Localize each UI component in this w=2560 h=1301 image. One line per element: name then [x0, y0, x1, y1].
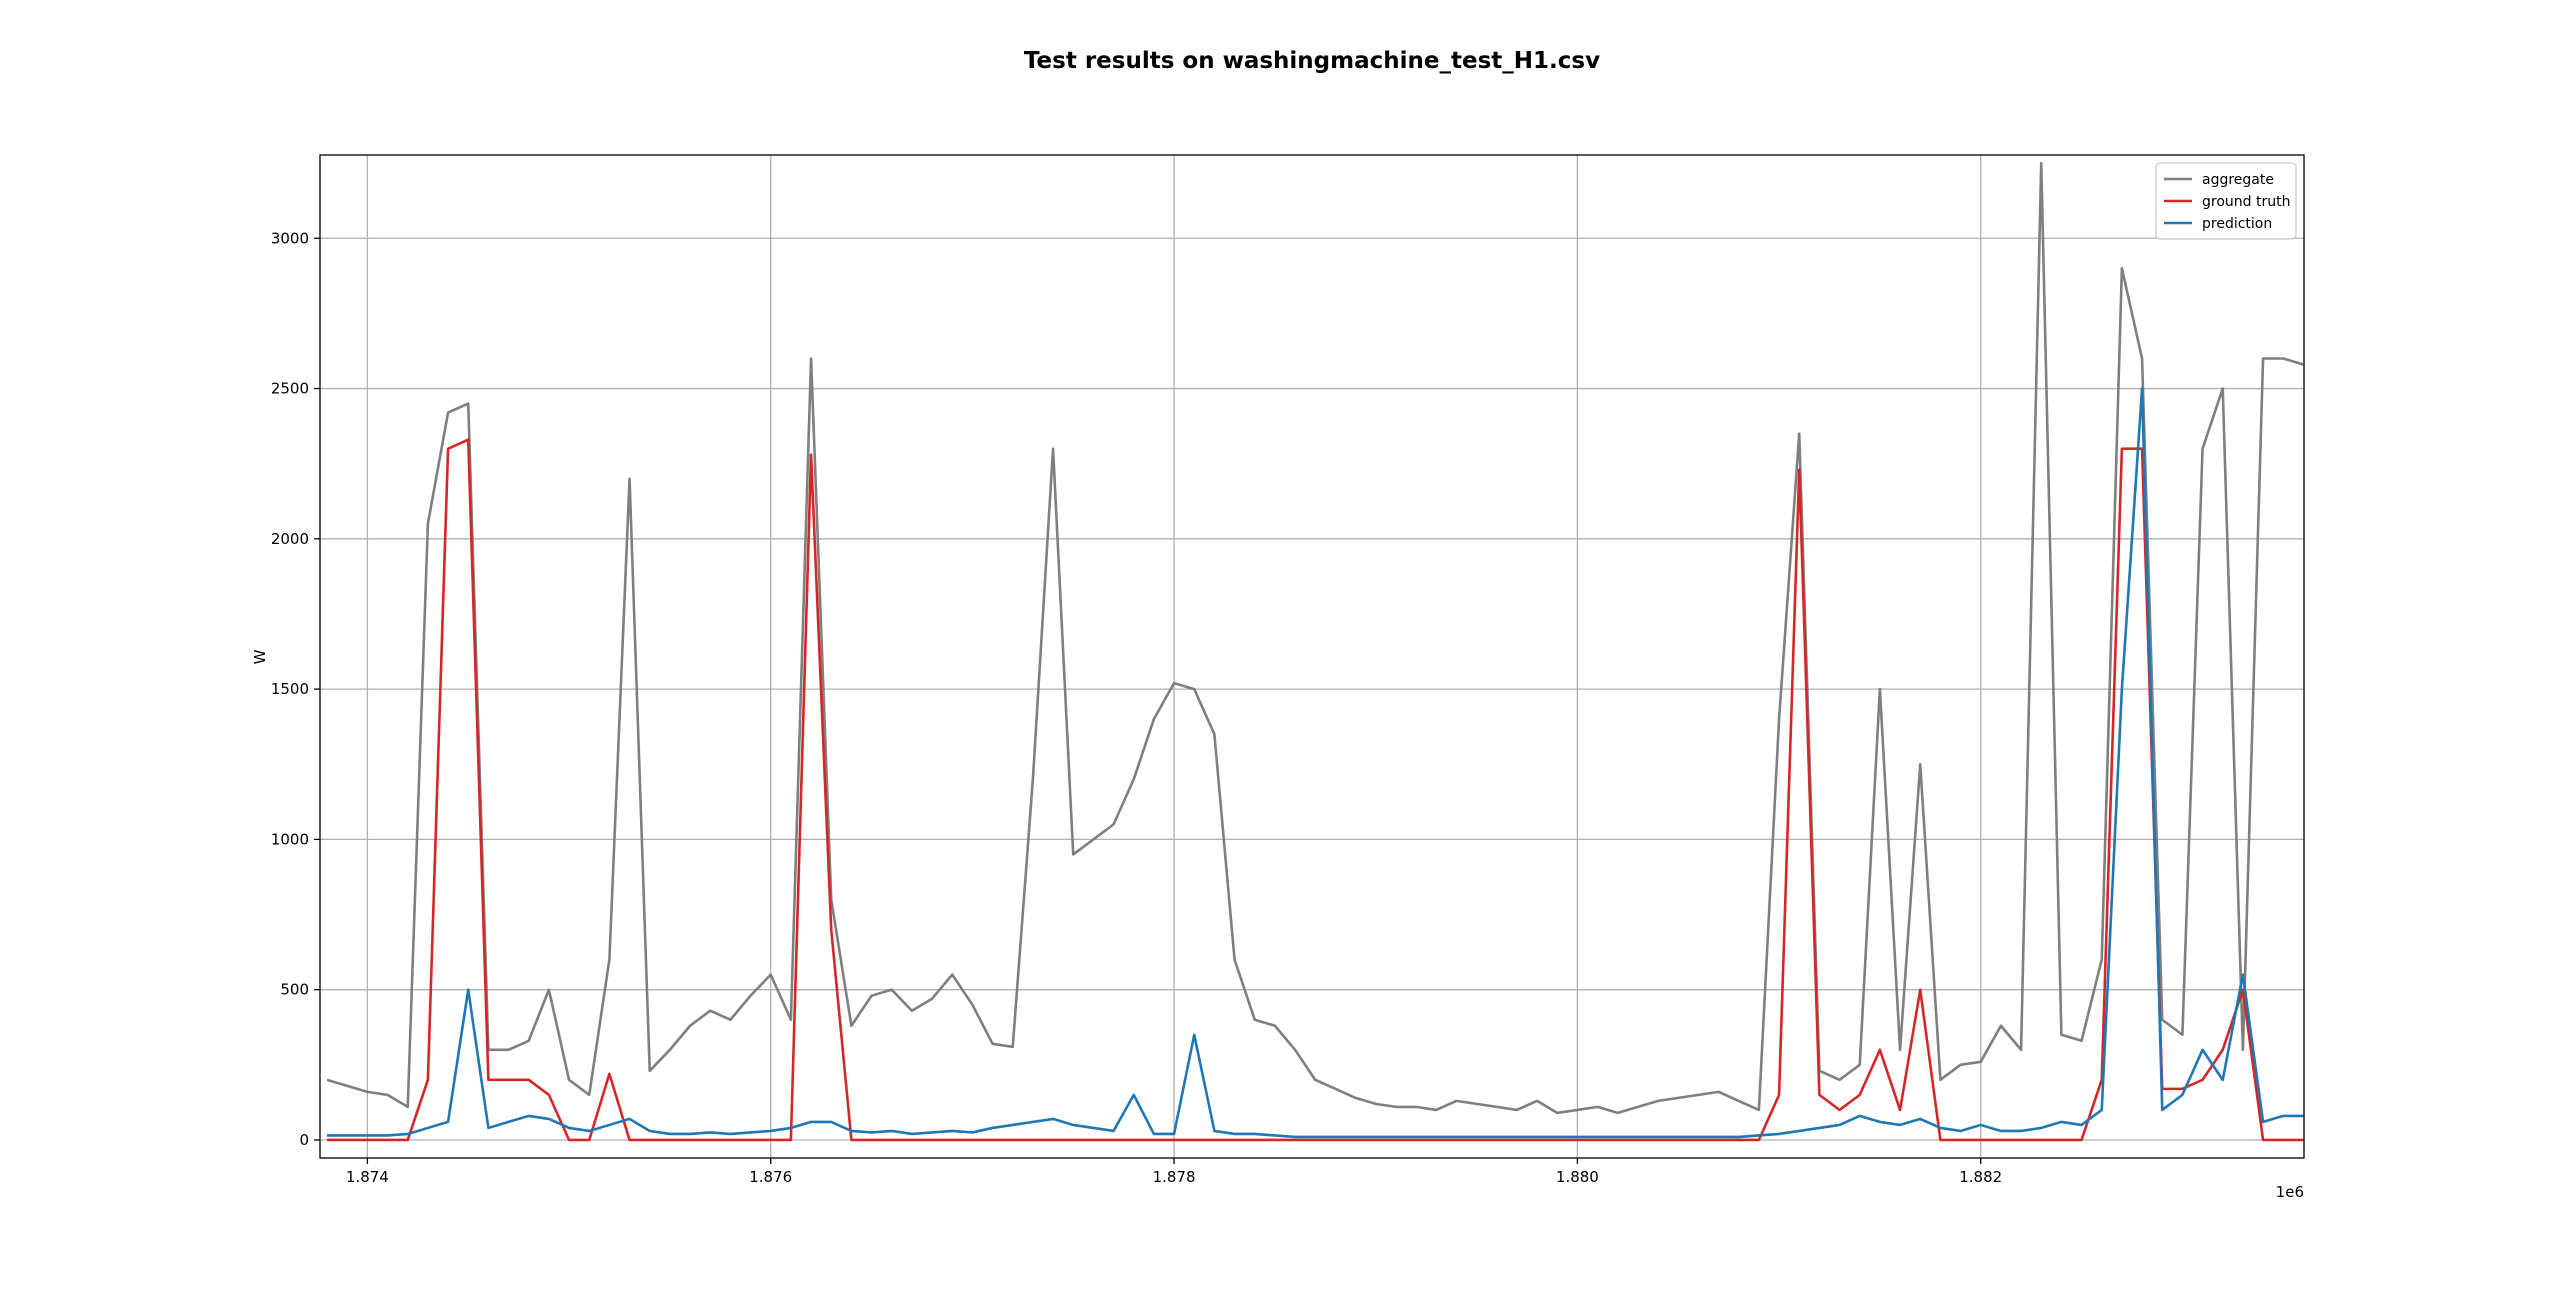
y-axis-label: W: [251, 649, 269, 664]
y-tick-label: 500: [280, 981, 309, 999]
x-tick-label: 1.878: [1153, 1168, 1196, 1186]
y-tick-label: 0: [299, 1131, 309, 1149]
x-tick-label: 1.876: [749, 1168, 792, 1186]
series-line: [326, 161, 2304, 1115]
y-tick-label: 1500: [271, 680, 309, 698]
x-tick-label: 1.880: [1556, 1168, 1599, 1186]
y-tick-label: 2500: [271, 380, 309, 398]
chart-title: Test results on washingmachine_test_H1.c…: [1024, 48, 1600, 74]
axes-frame: [319, 154, 2305, 1159]
legend-label: prediction: [2202, 216, 2272, 232]
x-offset-label: 1e6: [2276, 1183, 2304, 1201]
x-tick-label: 1.882: [1959, 1168, 2002, 1186]
y-tick-label: 2000: [271, 530, 309, 548]
series-line: [327, 387, 2304, 1139]
plot-lines: [326, 161, 2304, 1142]
legend-label: aggregate: [2202, 172, 2274, 188]
series-line: [327, 438, 2304, 1142]
y-tick-label: 1000: [271, 830, 309, 848]
y-tick-label: 3000: [271, 229, 309, 247]
legend-label: ground truth: [2202, 194, 2290, 210]
legend-box: [2155, 162, 2297, 240]
x-tick-label: 1.874: [346, 1168, 389, 1186]
